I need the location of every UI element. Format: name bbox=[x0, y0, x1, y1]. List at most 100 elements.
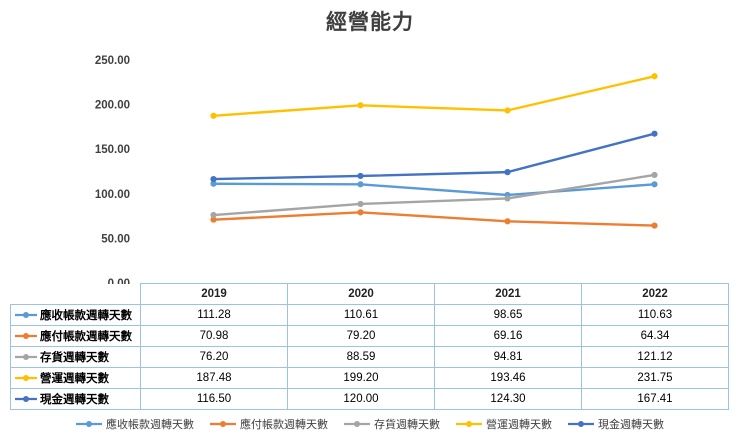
series-key-icon bbox=[76, 421, 102, 427]
legend-item: 應收帳款週轉天數 bbox=[76, 416, 194, 432]
series-key-icon bbox=[15, 312, 37, 318]
table-corner-cell bbox=[10, 283, 141, 305]
series-key-icon bbox=[568, 421, 594, 427]
table-value-cell: 110.63 bbox=[581, 304, 729, 326]
y-tick-label: 250.00 bbox=[95, 55, 130, 67]
table-year-header: 2021 bbox=[434, 283, 582, 305]
legend-item: 營運週轉天數 bbox=[456, 416, 552, 432]
data-point bbox=[210, 211, 217, 219]
chart-legend: 應收帳款週轉天數 應付帳款週轉天數 存貨週轉天數 營運週轉天數 現金週轉天數 bbox=[0, 416, 740, 432]
table-row: 應收帳款週轉天數 111.28 110.61 98.65 110.63 bbox=[10, 304, 729, 326]
y-tick-label: 150.00 bbox=[95, 144, 130, 156]
series-name-text: 存貨週轉天數 bbox=[40, 352, 109, 364]
series-name-text: 應收帳款週轉天數 bbox=[40, 310, 132, 322]
legend-label: 應付帳款週轉天數 bbox=[240, 419, 328, 431]
data-point bbox=[357, 181, 364, 188]
series-name-text: 現金週轉天數 bbox=[40, 394, 109, 406]
series-key-icon bbox=[15, 354, 37, 360]
legend-item: 存貨週轉天數 bbox=[344, 416, 440, 432]
table-row: 現金週轉天數 116.50 120.00 124.30 167.41 bbox=[10, 388, 729, 410]
series-line-1 bbox=[212, 211, 656, 227]
data-point bbox=[210, 112, 217, 119]
table-year-header: 2022 bbox=[581, 283, 729, 305]
table-value-cell: 124.30 bbox=[434, 388, 582, 410]
chart-data-table: 2019 2020 2021 2022 應收帳款週轉天數 111.28 110.61 98.6… bbox=[10, 283, 729, 410]
data-point bbox=[504, 107, 511, 114]
series-line-2 bbox=[212, 173, 656, 217]
series-name-text: 應付帳款週轉天數 bbox=[40, 331, 132, 343]
series-label: 應付帳款週轉天數 bbox=[13, 328, 138, 344]
legend-label: 存貨週轉天數 bbox=[374, 419, 440, 431]
series-label: 營運週轉天數 bbox=[13, 370, 138, 386]
table-value-cell: 120.00 bbox=[287, 388, 435, 410]
data-point bbox=[651, 222, 658, 229]
series-name-text: 營運週轉天數 bbox=[40, 373, 109, 385]
table-value-cell: 88.59 bbox=[287, 346, 435, 368]
series-key-icon bbox=[15, 375, 37, 381]
data-point bbox=[504, 169, 511, 176]
series-key-icon bbox=[15, 333, 37, 339]
series-line-0 bbox=[212, 182, 656, 197]
series-key-icon bbox=[456, 421, 482, 427]
table-value-cell: 110.61 bbox=[287, 304, 435, 326]
table-value-cell: 167.41 bbox=[581, 388, 729, 410]
table-year-header: 2019 bbox=[140, 283, 288, 305]
table-row: 應付帳款週轉天數 70.98 79.20 69.16 64.34 bbox=[10, 325, 729, 347]
series-label: 現金週轉天數 bbox=[13, 391, 138, 407]
data-point bbox=[210, 180, 217, 187]
table-year-header: 2020 bbox=[287, 283, 435, 305]
table-value-cell: 116.50 bbox=[140, 388, 288, 410]
series-label: 存貨週轉天數 bbox=[13, 349, 138, 365]
series-label: 應收帳款週轉天數 bbox=[13, 307, 138, 323]
legend-label: 營運週轉天數 bbox=[486, 419, 552, 431]
data-point bbox=[651, 171, 658, 179]
data-point bbox=[357, 172, 364, 180]
data-point bbox=[357, 209, 364, 216]
table-series-header: 應付帳款週轉天數 bbox=[10, 325, 141, 347]
data-point bbox=[504, 195, 511, 202]
data-point bbox=[651, 73, 658, 80]
table-series-header: 現金週轉天數 bbox=[10, 388, 141, 410]
y-tick-label: 50.00 bbox=[101, 233, 130, 245]
data-point bbox=[357, 102, 364, 109]
series-key-icon bbox=[15, 396, 37, 402]
legend-item: 應付帳款週轉天數 bbox=[210, 416, 328, 432]
data-point bbox=[357, 200, 364, 208]
series-line-3 bbox=[212, 75, 656, 117]
data-point bbox=[651, 181, 658, 188]
table-value-cell: 111.28 bbox=[140, 304, 288, 326]
line-plot: 0.00 50.00 100.00 150.00 200.00 250.00 bbox=[95, 55, 658, 285]
table-value-cell: 98.65 bbox=[434, 304, 582, 326]
table-series-header: 應收帳款週轉天數 bbox=[10, 304, 141, 326]
table-value-cell: 76.20 bbox=[140, 346, 288, 368]
table-value-cell: 69.16 bbox=[434, 325, 582, 347]
data-table-wrap: 2019 2020 2021 2022 應收帳款週轉天數 111.28 110.61 98.6… bbox=[10, 283, 729, 410]
data-point bbox=[651, 130, 658, 137]
table-value-cell: 231.75 bbox=[581, 367, 729, 389]
data-point bbox=[504, 218, 511, 225]
y-tick-label: 200.00 bbox=[95, 100, 130, 112]
data-point bbox=[210, 175, 217, 183]
legend-item: 現金週轉天數 bbox=[568, 416, 664, 432]
table-value-cell: 79.20 bbox=[287, 325, 435, 347]
legend-label: 現金週轉天數 bbox=[598, 419, 664, 431]
table-value-cell: 193.46 bbox=[434, 367, 582, 389]
table-row: 營運週轉天數 187.48 199.20 193.46 231.75 bbox=[10, 367, 729, 389]
table-value-cell: 64.34 bbox=[581, 325, 729, 347]
table-row: 存貨週轉天數 76.20 88.59 94.81 121.12 bbox=[10, 346, 729, 368]
table-value-cell: 70.98 bbox=[140, 325, 288, 347]
chart-title: 經營能力 bbox=[326, 11, 414, 34]
table-series-header: 營運週轉天數 bbox=[10, 367, 141, 389]
series-key-icon bbox=[344, 421, 370, 427]
legend-label: 應收帳款週轉天數 bbox=[106, 419, 194, 431]
data-point bbox=[210, 216, 217, 223]
table-value-cell: 94.81 bbox=[434, 346, 582, 368]
y-tick-label: 100.00 bbox=[95, 189, 130, 201]
series-line-4 bbox=[212, 132, 656, 181]
table-value-cell: 121.12 bbox=[581, 346, 729, 368]
table-value-cell: 187.48 bbox=[140, 367, 288, 389]
y-tick-label: 0.00 bbox=[108, 278, 130, 285]
series-key-icon bbox=[210, 421, 236, 427]
table-series-header: 存貨週轉天數 bbox=[10, 346, 141, 368]
